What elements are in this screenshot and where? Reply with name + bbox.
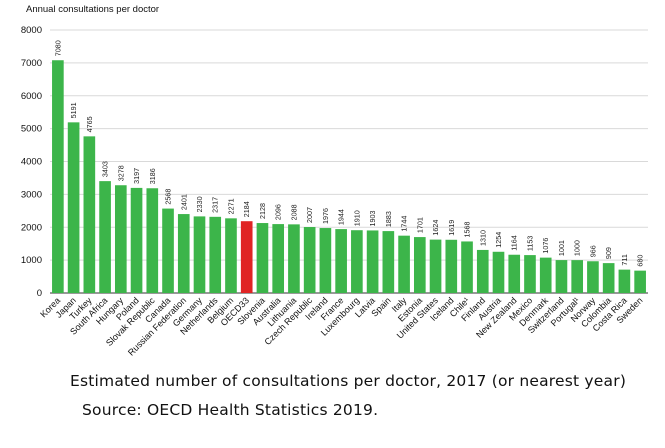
bar-value-label: 5191 bbox=[69, 102, 78, 118]
bar bbox=[492, 251, 505, 293]
bar-value-label: 1568 bbox=[463, 221, 472, 237]
bar bbox=[162, 208, 174, 293]
y-tick-label: 0 bbox=[37, 288, 42, 299]
bar bbox=[602, 263, 615, 293]
bar bbox=[618, 269, 631, 293]
bar bbox=[146, 188, 159, 293]
bar bbox=[193, 216, 206, 293]
bar bbox=[524, 255, 536, 293]
bar bbox=[335, 229, 347, 293]
bar-value-label: 1310 bbox=[478, 230, 487, 246]
y-tick-label: 8000 bbox=[21, 25, 42, 36]
y-tick-label: 6000 bbox=[21, 91, 42, 102]
bar-value-label: 2568 bbox=[164, 189, 173, 205]
bar-value-label: 1153 bbox=[525, 236, 534, 251]
bar-value-label: 1944 bbox=[337, 209, 346, 225]
bar bbox=[209, 216, 222, 293]
bar-value-label: 966 bbox=[588, 245, 597, 257]
y-axis-title: Annual consultations per doctor bbox=[26, 4, 160, 15]
bar bbox=[177, 214, 190, 293]
bar bbox=[319, 228, 332, 293]
bar-value-label: 1883 bbox=[384, 211, 393, 227]
bar-value-label: 1910 bbox=[352, 210, 361, 226]
bar bbox=[571, 260, 584, 293]
bar-value-label: 1164 bbox=[510, 235, 519, 250]
bar bbox=[67, 122, 80, 293]
bar bbox=[114, 185, 127, 293]
bar-value-label: 2271 bbox=[226, 198, 235, 214]
bar bbox=[351, 230, 363, 293]
bar-value-label: 7080 bbox=[53, 40, 62, 56]
bar bbox=[382, 231, 395, 293]
bar bbox=[240, 221, 253, 293]
bar bbox=[476, 249, 489, 293]
bar bbox=[445, 239, 458, 293]
bar bbox=[83, 136, 96, 293]
y-tick-label: 7000 bbox=[21, 58, 42, 69]
bar-value-label: 3197 bbox=[132, 168, 141, 184]
bar bbox=[366, 230, 379, 293]
bar-value-label: 2007 bbox=[305, 207, 314, 223]
y-tick-label: 2000 bbox=[21, 222, 42, 233]
bar bbox=[429, 239, 442, 293]
y-tick-label: 5000 bbox=[21, 124, 42, 135]
bar-value-label: 680 bbox=[636, 255, 645, 267]
bar-value-label: 711 bbox=[620, 254, 629, 265]
bar bbox=[303, 227, 316, 293]
bar-value-label: 2096 bbox=[274, 204, 283, 220]
bar-value-label: 1000 bbox=[573, 240, 582, 256]
chart-area: Annual consultations per doctor 0 1000 200… bbox=[21, 4, 648, 358]
bar-value-label: 1001 bbox=[557, 240, 566, 256]
bar bbox=[539, 257, 552, 293]
y-tick-label: 4000 bbox=[21, 157, 42, 168]
bar bbox=[587, 261, 599, 293]
bar-value-label: 3278 bbox=[116, 165, 125, 181]
bar-chart: 0100020003000400050006000700080007080Kor… bbox=[21, 25, 648, 358]
bar bbox=[99, 181, 111, 293]
bar bbox=[256, 223, 269, 293]
bar-value-label: 909 bbox=[604, 247, 613, 259]
bar bbox=[272, 224, 285, 293]
bar-value-label: 3186 bbox=[148, 168, 157, 184]
bar bbox=[555, 260, 568, 293]
bar-value-label: 2330 bbox=[195, 196, 204, 212]
bar-value-label: 2088 bbox=[289, 204, 298, 220]
figure-caption: Estimated number of consultations per do… bbox=[70, 372, 627, 390]
figure-source: Source: OECD Health Statistics 2019. bbox=[82, 401, 379, 419]
bar-value-label: 2317 bbox=[211, 197, 220, 213]
y-tick-label: 3000 bbox=[21, 189, 42, 200]
bar bbox=[398, 235, 410, 293]
bar bbox=[461, 241, 473, 293]
bar-value-label: 2401 bbox=[179, 194, 188, 210]
bar bbox=[130, 187, 143, 293]
bar-value-label: 4765 bbox=[85, 116, 94, 132]
bar bbox=[508, 254, 521, 293]
bar-value-label: 1976 bbox=[321, 208, 330, 224]
bar-value-label: 1701 bbox=[415, 217, 424, 233]
y-tick-label: 1000 bbox=[21, 255, 42, 266]
bar bbox=[52, 60, 64, 294]
bar-value-label: 2128 bbox=[258, 203, 267, 219]
bar bbox=[413, 237, 426, 293]
bar bbox=[634, 270, 646, 293]
bar-value-label: 1619 bbox=[447, 220, 456, 236]
bar bbox=[225, 218, 237, 293]
bar-value-label: 1254 bbox=[494, 232, 503, 248]
bar-value-label: 1903 bbox=[368, 210, 377, 226]
bar-value-label: 2184 bbox=[242, 201, 251, 217]
bar-value-label: 1744 bbox=[400, 216, 409, 232]
bar-value-label: 1624 bbox=[431, 220, 440, 236]
bar bbox=[288, 224, 300, 293]
bar-value-label: 3403 bbox=[101, 161, 110, 177]
bar-value-label: 1076 bbox=[541, 238, 550, 254]
